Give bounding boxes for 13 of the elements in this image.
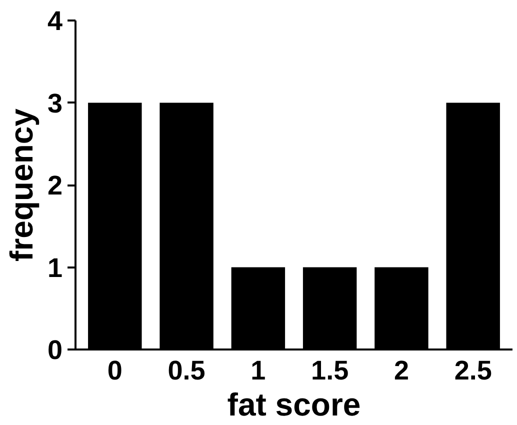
y-tick-label: 0 [47, 335, 63, 365]
y-tick-label: 3 [47, 88, 63, 118]
x-tick-label: 1.5 [311, 356, 349, 386]
x-tick-label: 2 [394, 356, 409, 386]
y-tick-label: 1 [47, 252, 63, 283]
x-tick-label: 1 [250, 356, 266, 386]
x-axis-title: fat score [227, 386, 361, 422]
y-tick-label: 2 [47, 170, 63, 200]
x-tick-label: 2.5 [454, 356, 492, 386]
y-axis-title: frequency [3, 108, 40, 262]
x-tick-label: 0.5 [168, 356, 206, 386]
y-tick-label: 4 [47, 6, 63, 36]
x-tick-label: 0 [107, 356, 122, 386]
